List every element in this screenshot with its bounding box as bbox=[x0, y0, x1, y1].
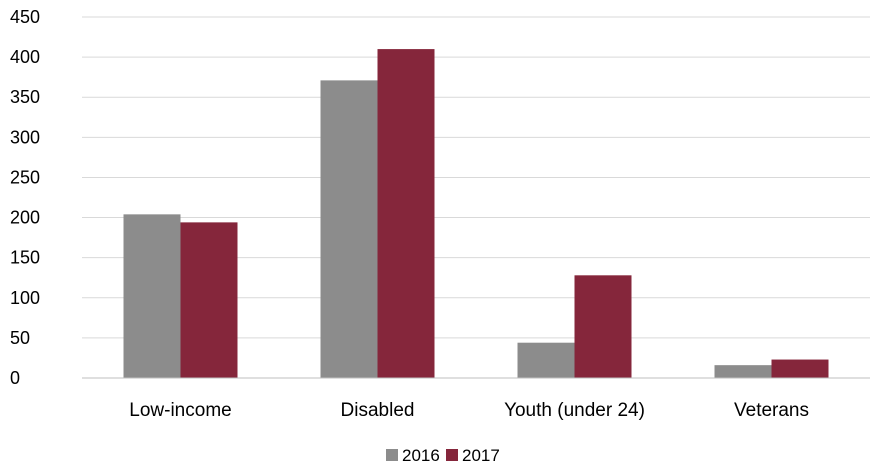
x-category-label: Disabled bbox=[341, 400, 415, 421]
y-tick-label: 300 bbox=[10, 127, 40, 147]
x-category-label: Youth (under 24) bbox=[504, 400, 645, 421]
y-tick-label: 450 bbox=[10, 7, 40, 27]
legend-label-2016: 2016 bbox=[402, 446, 440, 465]
bar-2017-low-income bbox=[180, 222, 238, 378]
bar-2017-veterans bbox=[771, 359, 829, 378]
y-tick-label: 0 bbox=[10, 368, 20, 388]
y-tick-label: 150 bbox=[10, 248, 40, 268]
y-tick-label: 50 bbox=[10, 328, 30, 348]
y-tick-label: 250 bbox=[10, 167, 40, 187]
bars bbox=[123, 49, 829, 379]
bar-2017-disabled bbox=[377, 49, 435, 378]
bar-2017-youth-under-24 bbox=[574, 275, 632, 378]
bar-2016-low-income bbox=[123, 214, 181, 378]
legend-label-2017: 2017 bbox=[462, 446, 500, 465]
y-tick-label: 100 bbox=[10, 288, 40, 308]
y-tick-label: 350 bbox=[10, 87, 40, 107]
x-axis-category-labels: Low-income Disabled Youth (under 24) Vetera… bbox=[129, 400, 809, 421]
bar-2016-disabled bbox=[320, 80, 378, 379]
legend: 2016 2017 bbox=[386, 446, 500, 465]
bar-2016-veterans bbox=[714, 365, 772, 378]
bar-2016-youth-under-24 bbox=[517, 342, 575, 378]
legend-swatch-2016 bbox=[386, 449, 398, 461]
y-tick-label: 200 bbox=[10, 208, 40, 228]
x-category-label: Veterans bbox=[734, 400, 809, 421]
y-axis-tick-labels: 0 50 100 150 200 250 300 350 400 450 bbox=[10, 7, 40, 388]
y-tick-label: 400 bbox=[10, 47, 40, 67]
legend-swatch-2017 bbox=[446, 449, 458, 461]
x-category-label: Low-income bbox=[129, 400, 231, 421]
